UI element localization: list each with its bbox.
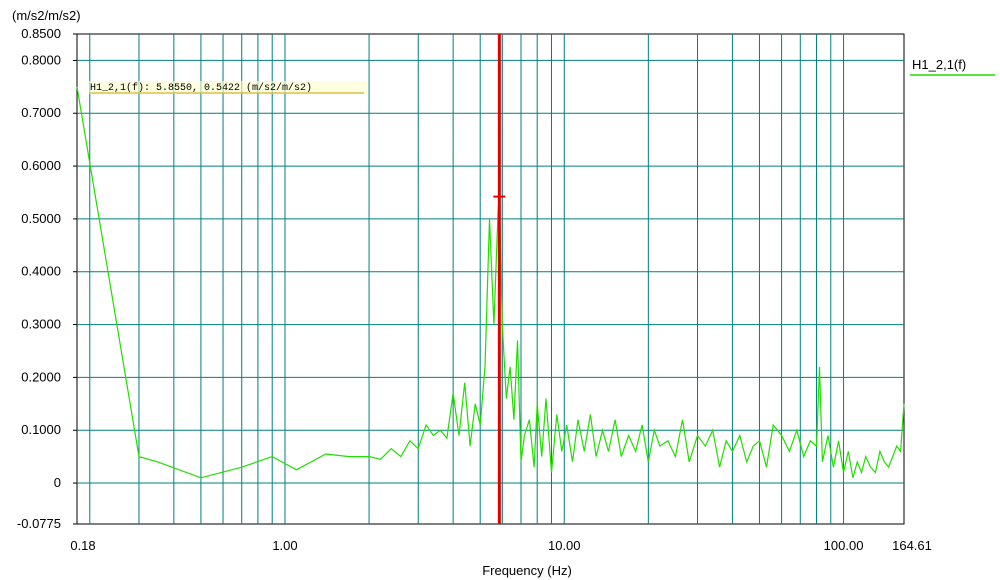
legend-item-label: H1_2,1(f) xyxy=(912,57,966,72)
y-axis-unit: (m/s2/m/s2) xyxy=(12,8,81,23)
y-tick-label: 0.1000 xyxy=(21,422,61,437)
y-tick-label: 0.4000 xyxy=(21,264,61,279)
x-tick-label: 10.00 xyxy=(548,538,581,553)
y-tick-label: 0.8000 xyxy=(21,52,61,67)
cursor-readout: H1_2,1(f): 5.8550, 0.5422 (m/s2/m/s2) xyxy=(90,82,312,94)
y-tick-label: 0 xyxy=(54,475,61,490)
cursor-layer[interactable]: H1_2,1(f): 5.8550, 0.5422 (m/s2/m/s2) xyxy=(89,34,506,524)
y-tick-label: 0.2000 xyxy=(21,369,61,384)
x-tick-label: 0.18 xyxy=(70,538,95,553)
y-tick-label: 0.6000 xyxy=(21,158,61,173)
x-axis-ticks: 0.18 1.00 10.00 100.00 164.61 xyxy=(70,538,932,553)
cursor-label-bg xyxy=(89,81,367,94)
grid xyxy=(77,34,904,524)
x-axis-title: Frequency (Hz) xyxy=(482,563,572,578)
y-tick-label: 0.5000 xyxy=(21,211,61,226)
y-tick-label: 0.7000 xyxy=(21,105,61,120)
y-tick-label: 0.3000 xyxy=(21,317,61,332)
series-layer xyxy=(76,86,905,479)
y-axis-ticks: 0.8500 0.8000 0.7000 0.6000 0.5000 0.4000 0.30… xyxy=(17,26,77,531)
series-line xyxy=(76,86,905,479)
x-tick-label: 1.00 xyxy=(272,538,297,553)
y-tick-label: 0.8500 xyxy=(21,26,61,41)
y-tick-label: -0.0775 xyxy=(17,516,61,531)
x-tick-label: 100.00 xyxy=(824,538,864,553)
legend[interactable]: H1_2,1(f) xyxy=(910,57,995,76)
plot-area xyxy=(76,33,905,525)
x-tick-label: 164.61 xyxy=(892,538,932,553)
